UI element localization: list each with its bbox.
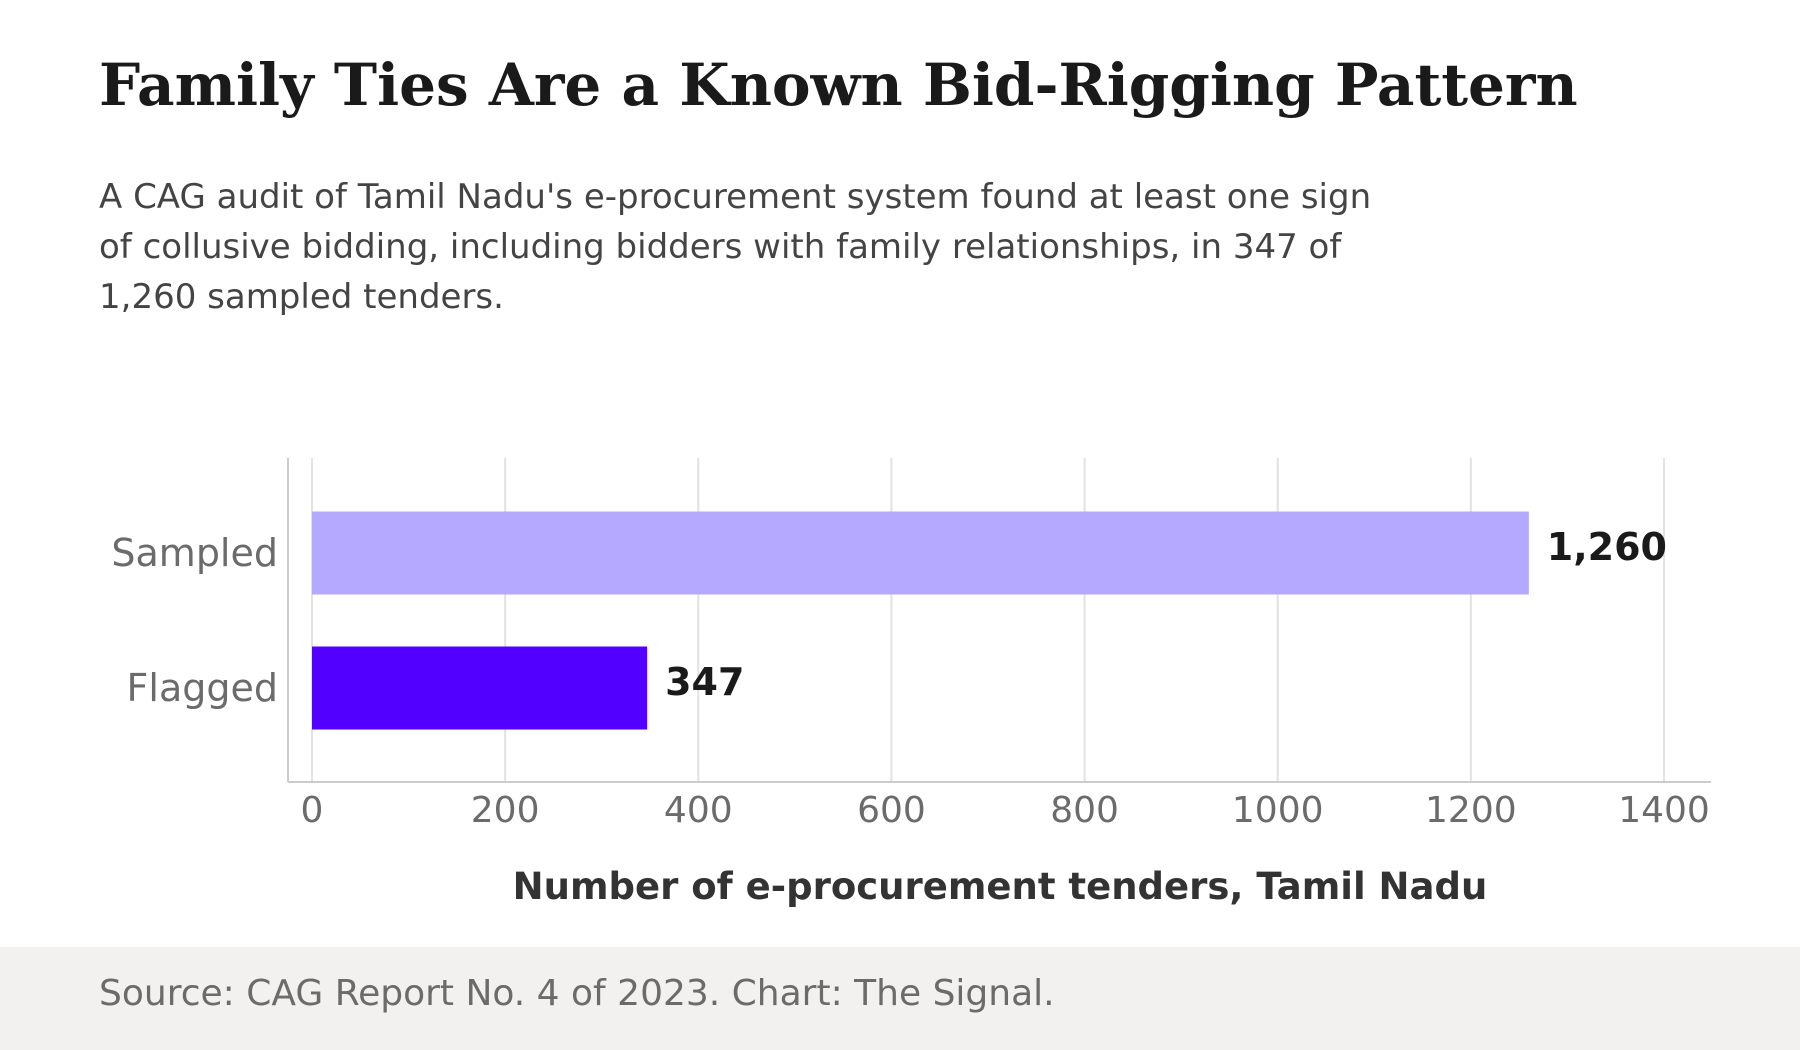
footer: Source: CAG Report No. 4 of 2023. Chart:… — [0, 947, 1800, 1050]
bar-flagged — [312, 646, 648, 730]
source-note: Source: CAG Report No. 4 of 2023. Chart:… — [99, 973, 1055, 1014]
x-tick-label: 1400 — [1618, 790, 1710, 831]
x-tick-label: 1200 — [1425, 790, 1517, 831]
x-tick-label: 0 — [301, 790, 324, 831]
bar-sampled — [312, 511, 1529, 595]
x-tick-label: 600 — [857, 790, 926, 831]
x-tick-label: 200 — [471, 790, 540, 831]
value-label: 1,260 — [1547, 525, 1667, 569]
category-label: Flagged — [127, 666, 278, 710]
value-label: 347 — [665, 660, 744, 704]
chart-title: Family Ties Are a Known Bid-Rigging Patt… — [99, 51, 1578, 119]
category-label: Sampled — [111, 531, 278, 575]
x-axis-title: Number of e-procurement tenders, Tamil N… — [513, 865, 1488, 908]
x-tick-label: 400 — [664, 790, 733, 831]
x-tick-label: 1000 — [1232, 790, 1324, 831]
chart-subtitle: A CAG audit of Tamil Nadu's e-procuremen… — [99, 177, 1372, 317]
bar-chart: 0 200 400 600 800 1000 1200 1400 Sampled 1,260 Fla… — [111, 458, 1711, 908]
x-tick-label: 800 — [1050, 790, 1119, 831]
